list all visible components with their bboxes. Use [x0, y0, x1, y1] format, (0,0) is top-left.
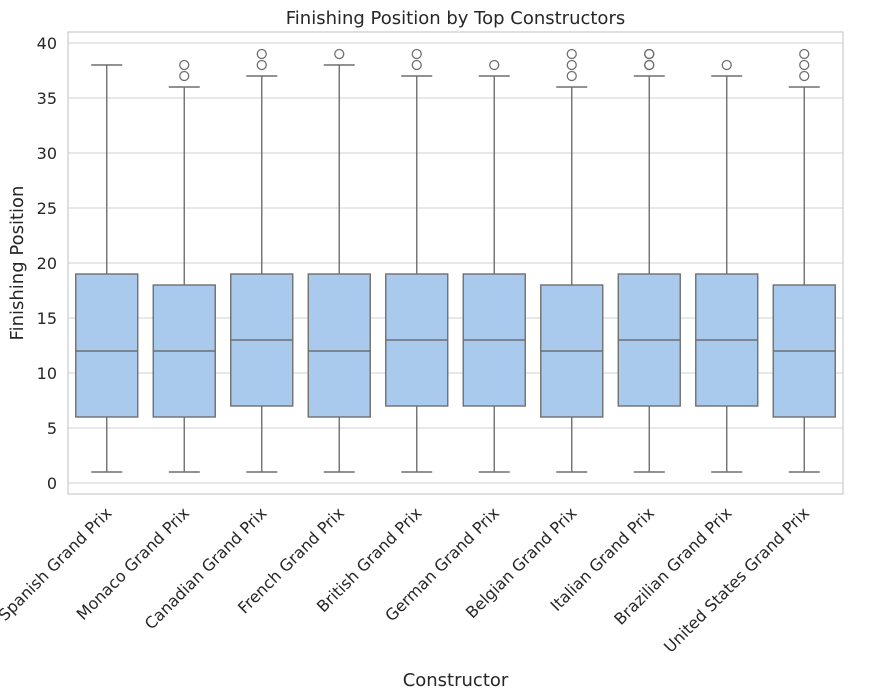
- outlier-point: [721, 59, 732, 71]
- y-tick-label: 40: [37, 34, 57, 53]
- box-group: [617, 48, 681, 473]
- y-tick-label: 20: [37, 254, 57, 273]
- outlier-point: [334, 48, 345, 60]
- outlier-point: [411, 59, 422, 71]
- y-tick-label: 10: [37, 364, 57, 383]
- outlier-point: [566, 48, 577, 60]
- x-axis-label: Constructor: [403, 670, 509, 691]
- plot-frame: [67, 31, 844, 495]
- outlier-point: [411, 48, 422, 60]
- box-group: [152, 59, 216, 473]
- outlier-point: [179, 70, 190, 82]
- chart-title: Finishing Position by Top Constructors: [286, 8, 625, 29]
- outlier-point: [799, 48, 810, 60]
- y-tick-label: 15: [37, 309, 57, 328]
- iqr-box: [75, 273, 139, 418]
- y-tick-label: 35: [37, 89, 57, 108]
- box-group: [75, 64, 139, 473]
- outlier-point: [799, 70, 810, 82]
- outlier-point: [179, 59, 190, 71]
- boxes: [75, 48, 836, 473]
- outlier-point: [644, 48, 655, 60]
- box-group: [230, 48, 294, 473]
- outlier-point: [489, 59, 500, 71]
- box-group: [772, 48, 836, 473]
- y-tick-label: 0: [47, 474, 57, 493]
- outlier-point: [566, 59, 577, 71]
- y-tick-label: 5: [47, 419, 57, 438]
- box-group: [695, 59, 759, 473]
- y-tick-label: 30: [37, 144, 57, 163]
- box-group: [307, 48, 371, 473]
- y-tick-labels: 0 5 10 15 20 25 30 35 40: [37, 34, 57, 493]
- outlier-point: [256, 48, 267, 60]
- box-group: [385, 48, 449, 473]
- outlier-point: [256, 59, 267, 71]
- y-axis-label: Finishing Position: [7, 186, 28, 341]
- y-tick-label: 25: [37, 199, 57, 218]
- box-group: [540, 48, 604, 473]
- box-group: [462, 59, 526, 473]
- outlier-point: [799, 59, 810, 71]
- outlier-point: [566, 70, 577, 82]
- outlier-point: [644, 59, 655, 71]
- iqr-box: [307, 273, 371, 418]
